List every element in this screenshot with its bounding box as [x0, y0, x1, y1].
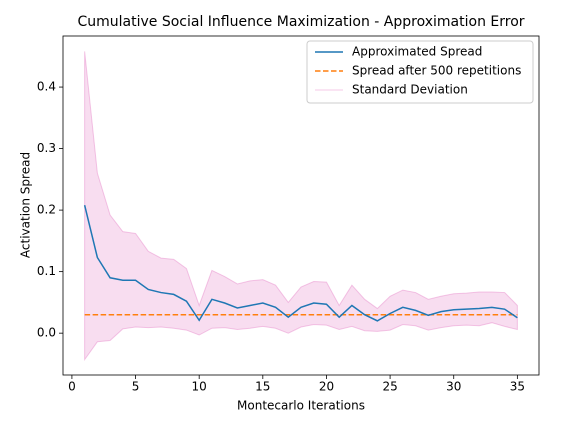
x-tick-label: 10 — [192, 380, 207, 394]
x-axis-label: Montecarlo Iterations — [237, 399, 365, 413]
chart-title: Cumulative Social Influence Maximization… — [77, 14, 524, 30]
x-tick-label: 5 — [132, 380, 140, 394]
std-band — [84, 51, 518, 362]
y-tick-label: 0.4 — [37, 80, 56, 94]
x-tick-label: 25 — [382, 380, 397, 394]
x-tick-label: 35 — [510, 380, 525, 394]
y-tick-label: 0.0 — [37, 326, 56, 340]
x-tick-label: 15 — [255, 380, 270, 394]
y-axis-label: Activation Spread — [19, 152, 33, 258]
legend-box — [306, 40, 534, 104]
legend-label: Spread after 500 repetitions — [352, 64, 521, 78]
x-tick-label: 30 — [446, 380, 461, 394]
y-tick-label: 0.3 — [37, 141, 56, 155]
x-tick-label: 0 — [68, 380, 76, 394]
legend: Approximated Spread Spread after 500 repe… — [306, 40, 534, 104]
y-tick-label: 0.1 — [37, 264, 56, 278]
legend-label: Approximated Spread — [352, 45, 482, 59]
legend-label: Standard Deviation — [352, 83, 468, 97]
line — [83, 205, 518, 322]
plot-frame — [62, 35, 540, 376]
y-tick-label: 0.2 — [37, 203, 56, 217]
x-tick-label: 20 — [319, 380, 334, 394]
